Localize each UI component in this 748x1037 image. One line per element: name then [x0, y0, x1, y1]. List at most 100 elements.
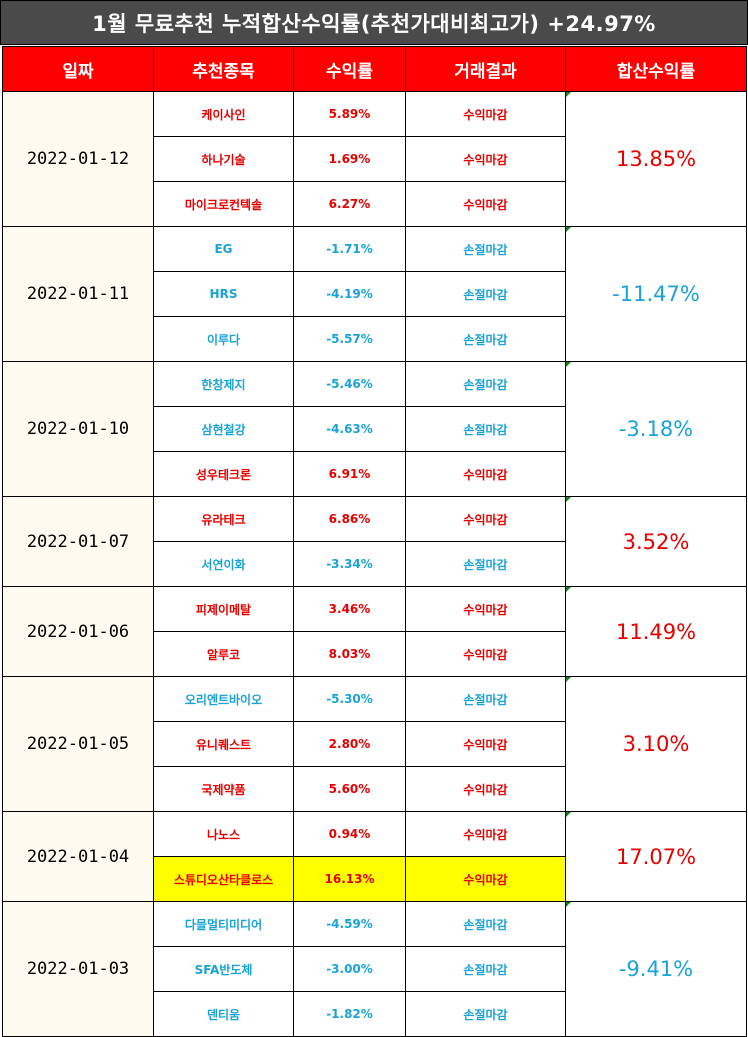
stock-name-cell: 국제약품	[153, 766, 294, 812]
date-cell: 2022-01-12	[2, 91, 154, 227]
result-cell: 수익마감	[405, 451, 566, 497]
result-cell: 수익마감	[405, 181, 566, 227]
result-cell: 손절마감	[405, 361, 566, 407]
total-return-cell: 11.49%	[565, 586, 747, 677]
table-row: 2022-01-03 다믈멀티미디어 -4.59% 손절마감 -9.41%	[2, 901, 747, 1037]
table-row: 알루코 8.03% 수익마감	[3, 631, 747, 677]
stock-name-cell: 유라테크	[153, 496, 294, 542]
total-return-cell: -3.18%	[565, 361, 747, 497]
return-cell: -1.71%	[293, 226, 406, 272]
return-cell: 3.46%	[293, 586, 406, 632]
result-cell: 수익마감	[405, 856, 566, 902]
total-return-cell: -9.41%	[565, 901, 747, 1037]
date-cell: 2022-01-05	[2, 676, 154, 812]
page-title: 1월 무료추천 누적합산수익률(추천가대비최고가) +24.97%	[92, 11, 656, 36]
return-cell: 6.86%	[293, 496, 406, 542]
return-cell: -5.30%	[293, 676, 406, 722]
result-cell: 손절마감	[405, 226, 566, 272]
returns-table: 일짜 추천종목 수익률 거래결과 합산수익률 2022-01-12 케이사인 5.8…	[2, 46, 747, 1037]
result-cell: 수익마감	[405, 721, 566, 767]
table-body: 2022-01-12 케이사인 5.89% 수익마감 13.85% 하나기술 1.69% 수익…	[2, 91, 747, 1037]
date-cell: 2022-01-11	[2, 226, 154, 362]
stock-name-cell: SFA반도체	[153, 946, 294, 992]
date-cell: 2022-01-10	[2, 361, 154, 497]
result-cell: 손절마감	[405, 541, 566, 587]
stock-name-cell: 삼현철강	[153, 406, 294, 452]
table-row: 서연이화 -3.34% 손절마감	[3, 541, 747, 587]
header-date: 일짜	[2, 46, 154, 92]
total-return-cell: 3.10%	[565, 676, 747, 812]
stock-name-cell: 피제이메탈	[153, 586, 294, 632]
stock-name-cell: 마이크로컨텍솔	[153, 181, 294, 227]
result-cell: 손절마감	[405, 316, 566, 362]
stock-name-cell: HRS	[153, 271, 294, 317]
header-return: 수익률	[293, 46, 406, 92]
return-cell: -4.63%	[293, 406, 406, 452]
table-row: 2022-01-10 한창제지 -5.46% 손절마감 -3.18%	[2, 361, 747, 497]
header-row: 일짜 추천종목 수익률 거래결과 합산수익률	[2, 46, 747, 92]
total-return-cell: 13.85%	[565, 91, 747, 227]
result-cell: 손절마감	[405, 271, 566, 317]
date-cell: 2022-01-04	[2, 811, 154, 902]
return-cell: -4.59%	[293, 901, 406, 947]
total-return-cell: 17.07%	[565, 811, 747, 902]
return-cell: 5.89%	[293, 91, 406, 137]
table-row: 2022-01-05 오리엔트바이오 -5.30% 손절마감 3.10%	[2, 676, 747, 812]
return-cell: 16.13%	[293, 856, 406, 902]
stock-name-cell: 알루코	[153, 631, 294, 677]
stock-name-cell: 스튜디오산타클로스	[153, 856, 294, 902]
return-cell: -1.82%	[293, 991, 406, 1037]
result-cell: 손절마감	[405, 991, 566, 1037]
return-cell: -4.19%	[293, 271, 406, 317]
stock-name-cell: 하나기술	[153, 136, 294, 182]
stock-name-cell: 다믈멀티미디어	[153, 901, 294, 947]
result-cell: 손절마감	[405, 406, 566, 452]
result-cell: 수익마감	[405, 586, 566, 632]
stock-name-cell: 오리엔트바이오	[153, 676, 294, 722]
table-row: 하나기술 1.69% 수익마감	[3, 136, 747, 182]
result-cell: 수익마감	[405, 766, 566, 812]
stock-name-cell: 성우테크론	[153, 451, 294, 497]
return-cell: -5.57%	[293, 316, 406, 362]
stock-name-cell: EG	[153, 226, 294, 272]
return-cell: 1.69%	[293, 136, 406, 182]
header-result: 거래결과	[405, 46, 566, 92]
table-row: 삼현철강 -4.63% 손절마감	[3, 406, 747, 452]
stock-name-cell: 나노스	[153, 811, 294, 857]
table-row: 2022-01-06 피제이메탈 3.46% 수익마감 11.49%	[2, 586, 747, 677]
header-total-return: 합산수익률	[565, 46, 747, 92]
return-cell: 8.03%	[293, 631, 406, 677]
stock-name-cell: 덴티움	[153, 991, 294, 1037]
table-row: 2022-01-04 나노스 0.94% 수익마감 17.07%	[2, 811, 747, 902]
return-cell: 0.94%	[293, 811, 406, 857]
total-return-cell: -11.47%	[565, 226, 747, 362]
return-cell: 2.80%	[293, 721, 406, 767]
return-cell: -5.46%	[293, 361, 406, 407]
stock-name-cell: 이루다	[153, 316, 294, 362]
result-cell: 손절마감	[405, 901, 566, 947]
result-cell: 수익마감	[405, 91, 566, 137]
result-cell: 손절마감	[405, 946, 566, 992]
title-bar: 1월 무료추천 누적합산수익률(추천가대비최고가) +24.97%	[0, 0, 748, 45]
stock-name-cell: 유니퀘스트	[153, 721, 294, 767]
table-row: 2022-01-11 EG -1.71% 손절마감 -11.47%	[2, 226, 747, 362]
table-row: 2022-01-12 케이사인 5.89% 수익마감 13.85%	[2, 91, 747, 227]
table-row: HRS -4.19% 손절마감	[3, 271, 747, 317]
table-row: 성우테크론 6.91% 수익마감	[3, 451, 747, 497]
return-cell: -3.00%	[293, 946, 406, 992]
table-row: 이루다 -5.57% 손절마감	[3, 316, 747, 362]
table-row: 유니퀘스트 2.80% 수익마감	[3, 721, 747, 767]
date-cell: 2022-01-03	[2, 901, 154, 1037]
total-return-cell: 3.52%	[565, 496, 747, 587]
stock-name-cell: 케이사인	[153, 91, 294, 137]
table-row: 스튜디오산타클로스 16.13% 수익마감	[3, 856, 747, 902]
return-cell: 6.27%	[293, 181, 406, 227]
result-cell: 수익마감	[405, 631, 566, 677]
table-row: 2022-01-07 유라테크 6.86% 수익마감 3.52%	[2, 496, 747, 587]
return-cell: -3.34%	[293, 541, 406, 587]
header-stock: 추천종목	[153, 46, 294, 92]
result-cell: 손절마감	[405, 676, 566, 722]
stock-name-cell: 서연이화	[153, 541, 294, 587]
result-cell: 수익마감	[405, 136, 566, 182]
